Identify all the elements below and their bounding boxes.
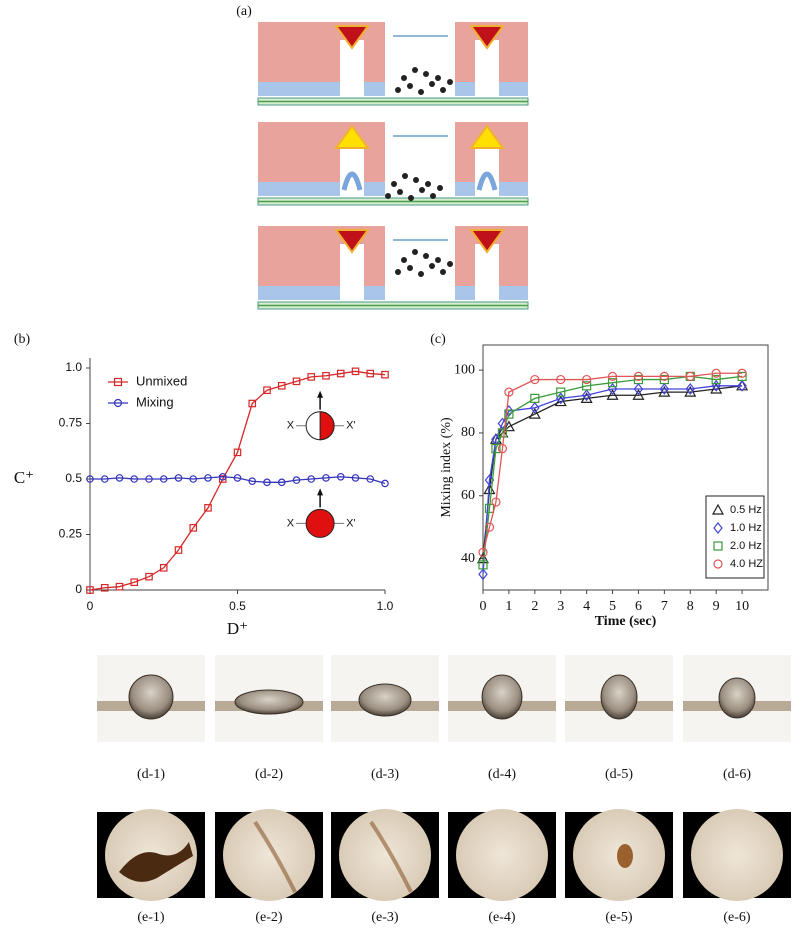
stain-field <box>339 809 431 901</box>
inset-arrowhead <box>317 391 323 398</box>
legend-label: 1.0 Hz <box>730 522 762 534</box>
y-tick-label: 0.25 <box>59 527 83 541</box>
x-tick-label: 8 <box>687 599 694 614</box>
series-line <box>483 386 742 574</box>
x-tick-label: 5 <box>609 599 616 614</box>
droplet-label: (d-4) <box>488 767 516 782</box>
y-tick-label: 1.0 <box>65 360 82 374</box>
device-diagram <box>258 22 528 105</box>
droplet-label: (d-3) <box>371 767 399 782</box>
x-tick-label: 1 <box>505 599 512 614</box>
y-tick-label: 0.75 <box>59 416 83 430</box>
y-tick-label: 80 <box>461 425 475 440</box>
x-tick-label: 10 <box>735 599 749 614</box>
series-line <box>483 376 742 564</box>
y-tick-label: 0 <box>75 582 82 596</box>
y-tick-label: 100 <box>454 362 475 377</box>
droplet <box>235 690 303 714</box>
legend-label: Unmixed <box>136 373 187 388</box>
x-axis-label: Time (sec) <box>595 614 657 629</box>
stain <box>617 844 633 868</box>
figure: (a) (b) (c) (d-1)(d-2)(d-3)(d-4)(d-5)(d-… <box>0 0 807 928</box>
y-axis-label: C⁺ <box>14 468 34 487</box>
droplet-label: (d-6) <box>723 767 751 782</box>
droplet-label: (d-1) <box>137 767 165 782</box>
droplet <box>359 684 411 716</box>
droplet <box>719 678 755 718</box>
x-tick-label: 6 <box>635 599 642 614</box>
inset-half <box>320 412 334 440</box>
inset-label: X <box>287 420 295 432</box>
device-diagram <box>258 226 528 309</box>
x-tick-label: 0 <box>87 599 94 613</box>
stain-field <box>691 809 783 901</box>
photo-panels: (d-1) (d-2) (d-3) (d-4) (d-5) (d-6) (e-1) (e-2)… <box>97 655 791 925</box>
stain-label: (e-6) <box>723 910 751 925</box>
panel-label: (c) <box>430 332 446 347</box>
y-tick-label: 40 <box>461 551 475 566</box>
x-tick-label: 0 <box>480 599 487 614</box>
droplet-label: (d-2) <box>255 767 283 782</box>
panel-label: (b) <box>14 332 31 347</box>
stain-field <box>456 809 548 901</box>
stain-field <box>223 809 315 901</box>
inset-circle <box>306 509 334 537</box>
panel-label: (a) <box>236 4 252 19</box>
stain-label: (e-3) <box>371 910 399 925</box>
y-tick-label: 0.5 <box>65 471 82 485</box>
legend-label: 4.0 HZ <box>730 558 763 570</box>
legend-label: 0.5 Hz <box>730 504 762 516</box>
y-axis-label: Mixing index (%) <box>439 417 454 518</box>
droplet <box>482 675 522 719</box>
legend-label: Mixing <box>136 394 174 409</box>
series-line <box>483 386 742 559</box>
x-tick-label: 7 <box>661 599 668 614</box>
droplet <box>129 675 173 719</box>
x-tick-label: 9 <box>713 599 720 614</box>
x-axis-label: D⁺ <box>227 619 248 638</box>
inset-label: X' <box>346 517 355 529</box>
x-tick-label: 4 <box>583 599 590 614</box>
inset-label: X' <box>346 420 355 432</box>
stain-label: (e-1) <box>137 910 165 925</box>
x-tick-label: 0.5 <box>229 599 246 613</box>
series-line <box>483 373 742 552</box>
x-tick-label: 1.0 <box>377 599 394 613</box>
x-tick-label: 3 <box>557 599 564 614</box>
legend-label: 2.0 Hz <box>730 540 762 552</box>
stain-label: (e-4) <box>488 910 516 925</box>
droplet-label: (d-5) <box>605 767 633 782</box>
y-tick-label: 60 <box>461 488 475 503</box>
inset-arrowhead <box>317 488 323 495</box>
device-diagram <box>258 122 528 205</box>
inset-label: X <box>287 517 295 529</box>
droplet <box>601 675 637 719</box>
x-tick-label: 2 <box>531 599 538 614</box>
stain-label: (e-2) <box>255 910 283 925</box>
stain-label: (e-5) <box>605 910 633 925</box>
